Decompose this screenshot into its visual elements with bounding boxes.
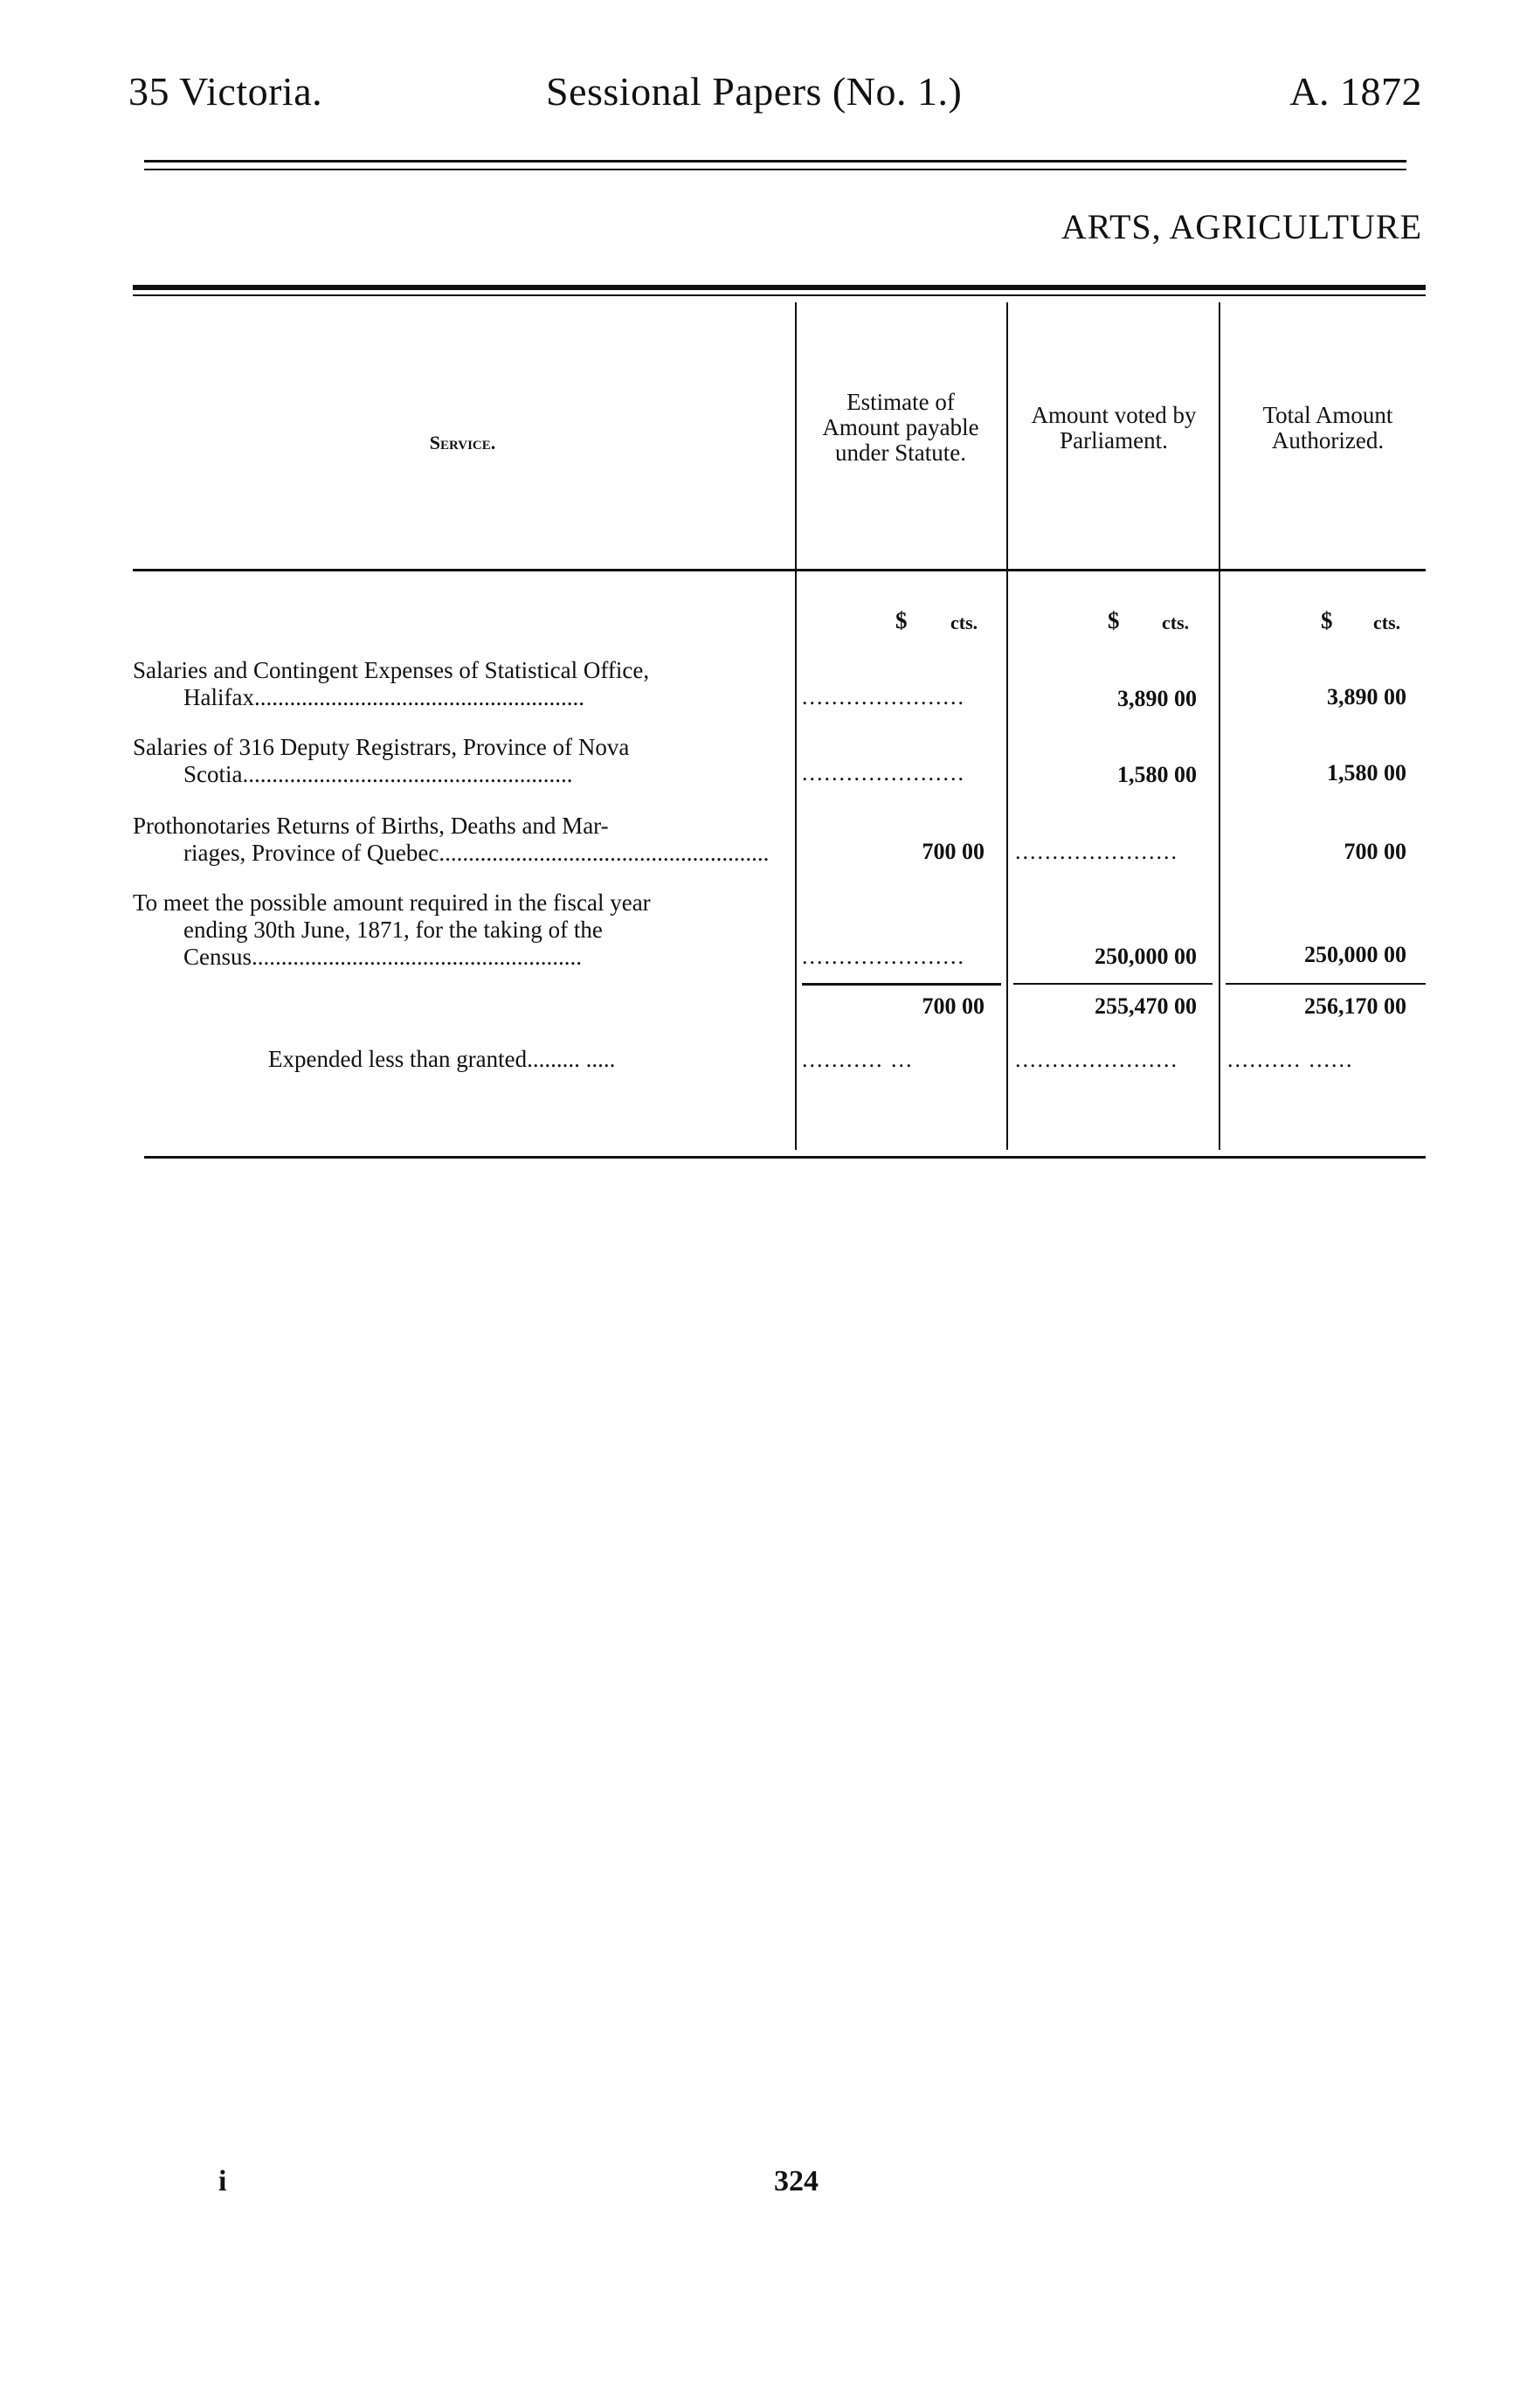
table-top-rule-thin (133, 294, 1426, 296)
page-number: 324 (774, 2165, 819, 2197)
table-top-rule-thick (133, 285, 1426, 290)
totals-rule (802, 983, 1001, 986)
total-statute: 700 00 (922, 993, 985, 1019)
service-line: Scotia (183, 761, 243, 787)
column-header-total: Total Amount Authorized. (1262, 402, 1393, 453)
unit-cents: cts. (1162, 612, 1190, 633)
column-header-statute: Estimate of Amount payable under Statute… (822, 389, 979, 466)
service-line: Halifax (183, 684, 254, 710)
footer-left: i (218, 2165, 227, 2197)
table-row-service: To meet the possible amount required in … (133, 889, 792, 971)
column-divider (1006, 302, 1008, 1150)
totals-rule (1013, 983, 1212, 985)
unit-cents: cts. (1373, 612, 1401, 633)
service-line: ending 30th June, 1871, for the taking o… (183, 917, 603, 943)
service-line: riages, Province of Quebec (183, 840, 439, 866)
column-header-voted: Amount voted by Parliament. (1031, 402, 1197, 453)
empty-cell-dots: .......... ...... (1227, 1047, 1354, 1072)
total-value: 1,580 00 (1327, 760, 1406, 785)
statute-value: 700 00 (922, 839, 985, 864)
unit-dollar: $ (1108, 607, 1120, 633)
total-voted: 255,470 00 (1095, 993, 1197, 1019)
voted-value: 250,000 00 (1095, 944, 1197, 969)
table-row-service: Prothonotaries Returns of Births, Deaths… (133, 813, 792, 867)
header-left: 35 Victoria. (128, 69, 323, 114)
unit-dollar: $ (895, 607, 908, 633)
service-line: Salaries and Contingent Expenses of Stat… (133, 657, 650, 683)
service-line: Salaries of 316 Deputy Registrars, Provi… (133, 734, 630, 760)
table-row-service: Salaries and Contingent Expenses of Stat… (133, 657, 792, 711)
unit-dollar: $ (1321, 607, 1333, 633)
total-authorized: 256,170 00 (1304, 993, 1406, 1019)
header-rule-bottom (144, 169, 1406, 170)
column-divider (1219, 302, 1220, 1150)
header-rule-top (144, 160, 1406, 163)
header-center: Sessional Papers (No. 1.) (546, 69, 963, 114)
header-right: A. 1872 (1289, 69, 1422, 114)
column-header-service: Service. (429, 432, 496, 453)
table-bottom-rule (144, 1156, 1426, 1159)
total-value: 250,000 00 (1304, 942, 1406, 967)
empty-cell-dots: ...................... (802, 684, 965, 709)
expended-label: Expended less than granted......... ....… (268, 1046, 616, 1072)
service-line: To meet the possible amount required in … (133, 889, 651, 916)
empty-cell-dots: ...................... (1015, 1047, 1178, 1072)
empty-cell-dots: ...................... (1015, 839, 1178, 864)
total-value: 700 00 (1344, 839, 1407, 864)
empty-cell-dots: ........... ... (802, 1047, 914, 1072)
empty-cell-dots: ...................... (802, 760, 965, 785)
column-divider (795, 302, 797, 1150)
voted-value: 1,580 00 (1117, 762, 1197, 787)
service-line: Census (183, 944, 252, 970)
expended-label-text: Expended less than granted (268, 1046, 528, 1072)
total-value: 3,890 00 (1327, 684, 1406, 709)
header-separator (133, 569, 1426, 571)
table-row-service: Salaries of 316 Deputy Registrars, Provi… (133, 734, 792, 788)
service-line: Prothonotaries Returns of Births, Deaths… (133, 813, 609, 839)
empty-cell-dots: ...................... (802, 944, 965, 969)
totals-rule (1226, 983, 1426, 985)
voted-value: 3,890 00 (1117, 686, 1197, 711)
unit-cents: cts. (950, 612, 978, 633)
section-title: ARTS, AGRICULTURE (1060, 207, 1422, 246)
